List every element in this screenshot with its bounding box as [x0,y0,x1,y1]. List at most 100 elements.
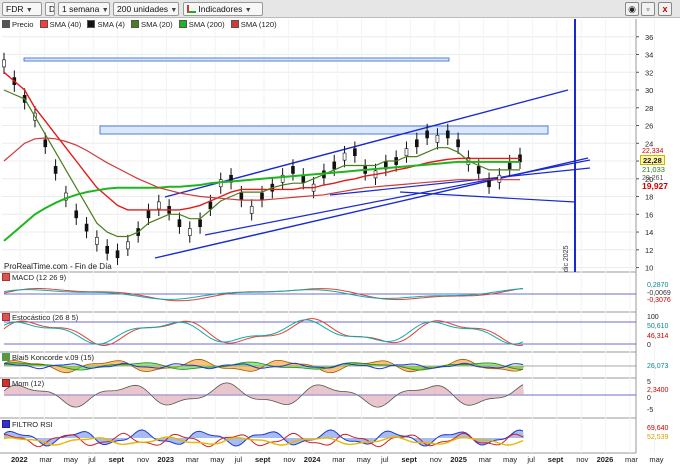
price-candle [105,245,109,254]
legend-label: SMA (200) [188,20,225,29]
units-selector[interactable]: 200 unidades ▼ [113,2,179,16]
price-candle [198,219,202,228]
price-candle [342,152,347,161]
legend-label: Precio [12,20,34,29]
rsi-title[interactable]: FILTRO RSI [2,420,53,431]
legend-item-sma20[interactable]: SMA (20) [131,19,173,30]
price-candle [177,219,182,228]
x-tick-label: sept [548,455,564,464]
x-tick-label: may [649,455,663,464]
price-candle [435,134,440,143]
stoch-level-0: 0 [647,342,651,349]
mom-title-label: Mom (12) [12,379,45,388]
y-tick-label: 28 [645,104,653,113]
x-tick-label: sept [255,455,271,464]
price-candle [445,130,450,139]
x-tick-label: jul [234,455,243,464]
units-label: 200 unidades [117,4,169,14]
toolbar: FDR ▼ D 1 semana ▼ 200 unidades ▼ Indica… [0,0,680,18]
lock-icon[interactable]: ▫ [641,2,655,16]
timeframe-label: 1 semana [62,4,100,14]
stoch-value-1: 50,610 [647,323,669,330]
legend-item-sma120[interactable]: SMA (120) [230,19,277,30]
mom-title[interactable]: Mom (12) [2,379,44,390]
legend-item-sma40[interactable]: SMA (40) [39,19,82,30]
macd-signal-line [3,288,524,300]
legend-swatch [2,20,10,28]
y-tick-label: 30 [645,86,653,95]
macd-value-2: -0,0069 [647,290,671,297]
x-tick-label: 2022 [11,455,28,464]
rsi-yellow-line [3,436,524,446]
timeframe-selector[interactable]: 1 semana ▼ [58,2,110,16]
x-tick-label: mar [625,455,638,464]
price-candle [126,241,130,250]
legend-item-sma200[interactable]: SMA (200) [178,19,225,30]
stoch-title-label: Estocástico (26 8 5) [12,313,79,322]
x-tick-label: 2023 [157,455,174,464]
series-line [3,137,520,201]
rsi-value-2: 52,539 [647,434,669,441]
koncorde-title[interactable]: Blai5 Koncorde v.09 (15) [2,353,94,364]
legend-item-sma4[interactable]: SMA (4) [87,19,125,30]
stoch-title[interactable]: Estocástico (26 8 5) [2,313,78,324]
x-tick-label: may [503,455,517,464]
mom-line-fill [4,382,524,408]
price-candle [414,139,419,148]
macd-value-1: 0,2870 [647,282,669,289]
legend-swatch [230,20,239,28]
x-tick-label: mar [332,455,345,464]
price-candle [249,206,254,214]
price-candle [43,139,48,148]
price-candle [84,223,89,232]
x-tick-label: may [210,455,224,464]
x-tick-label: may [357,455,371,464]
price-candle [332,161,337,170]
price-candle [239,192,244,201]
symbol-label: FDR [6,4,24,14]
series-line [3,160,520,242]
x-tick-label: nov [430,455,442,464]
close-icon[interactable]: x [658,2,672,16]
resistance-zone-upper [23,57,450,62]
price-candle [301,174,306,183]
price-tag-hidden: 20,261 [642,175,664,182]
y-tick-label: 26 [645,122,653,131]
macd-title[interactable]: MACD (12 26 9) [2,273,66,284]
legend-label: SMA (4) [97,20,125,29]
x-tick-label: mar [186,455,199,464]
panel-swatch [2,313,10,321]
y-tick-label: 20 [645,175,653,184]
price-candle [64,192,68,201]
x-tick-label: sept [401,455,417,464]
panel-swatch [2,420,10,428]
pin-icon[interactable]: ◉ [625,2,639,16]
panel-swatch [2,379,10,387]
indicators-label: Indicadores [198,4,243,14]
chevron-down-icon: ▼ [25,7,33,14]
y-tick-label: 12 [645,246,653,255]
indicators-button[interactable]: Indicadores ▼ [183,2,263,16]
y-tick-label: 10 [645,264,653,273]
x-tick-label: 2025 [450,455,467,464]
price-candle [280,174,285,183]
y-tick-label: 16 [645,210,653,219]
chevron-down-icon: ▼ [101,7,109,14]
mom-level-neg5: -5 [647,407,654,414]
period-button[interactable]: D [45,2,55,16]
x-tick-label: 2024 [304,455,322,464]
legend-item-precio[interactable]: Precio [2,19,34,30]
price-candle [404,148,409,157]
koncorde-green-area [3,361,524,371]
series-line [3,71,520,211]
legend-swatch [87,20,96,28]
price-candle [476,166,481,174]
symbol-selector[interactable]: FDR ▼ [2,2,42,16]
legend-label: SMA (40) [49,20,82,29]
price-legend: Precio SMA (40) SMA (4) SMA (20) SMA (20… [2,19,281,31]
rsi-value-1: 69,640 [647,425,669,432]
close-label: x [662,4,668,14]
y-tick-label: 24 [645,139,653,148]
series-line [3,89,520,238]
